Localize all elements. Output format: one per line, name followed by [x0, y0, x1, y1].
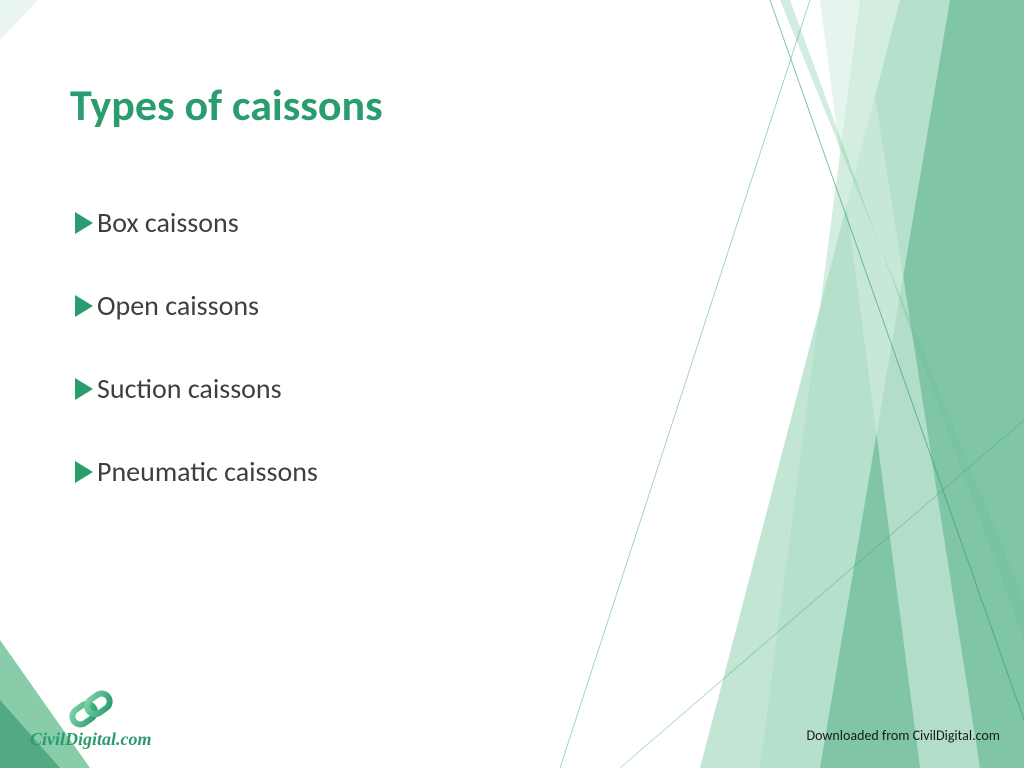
- list-item: Suction caissons: [75, 371, 318, 406]
- footer-attribution: Downloaded from CivilDigital.com: [806, 727, 1000, 744]
- slide-title: Types of caissons: [70, 78, 383, 132]
- logo-text: CivilDigital.com: [30, 729, 152, 750]
- bullet-text: Suction caissons: [97, 371, 282, 406]
- list-item: Box caissons: [75, 205, 318, 240]
- triangle-bullet-icon: [75, 212, 93, 234]
- slide: Types of caissons Box caissons Open cais…: [0, 0, 1024, 768]
- bullet-list: Box caissons Open caissons Suction caiss…: [75, 205, 318, 537]
- bullet-text: Box caissons: [97, 205, 239, 240]
- triangle-bullet-icon: [75, 378, 93, 400]
- site-logo: CivilDigital.com: [30, 687, 152, 750]
- triangle-bullet-icon: [75, 295, 93, 317]
- triangle-bullet-icon: [75, 461, 93, 483]
- list-item: Pneumatic caissons: [75, 454, 318, 489]
- chain-link-icon: [64, 687, 118, 731]
- bullet-text: Open caissons: [97, 288, 259, 323]
- bullet-text: Pneumatic caissons: [97, 454, 318, 489]
- list-item: Open caissons: [75, 288, 318, 323]
